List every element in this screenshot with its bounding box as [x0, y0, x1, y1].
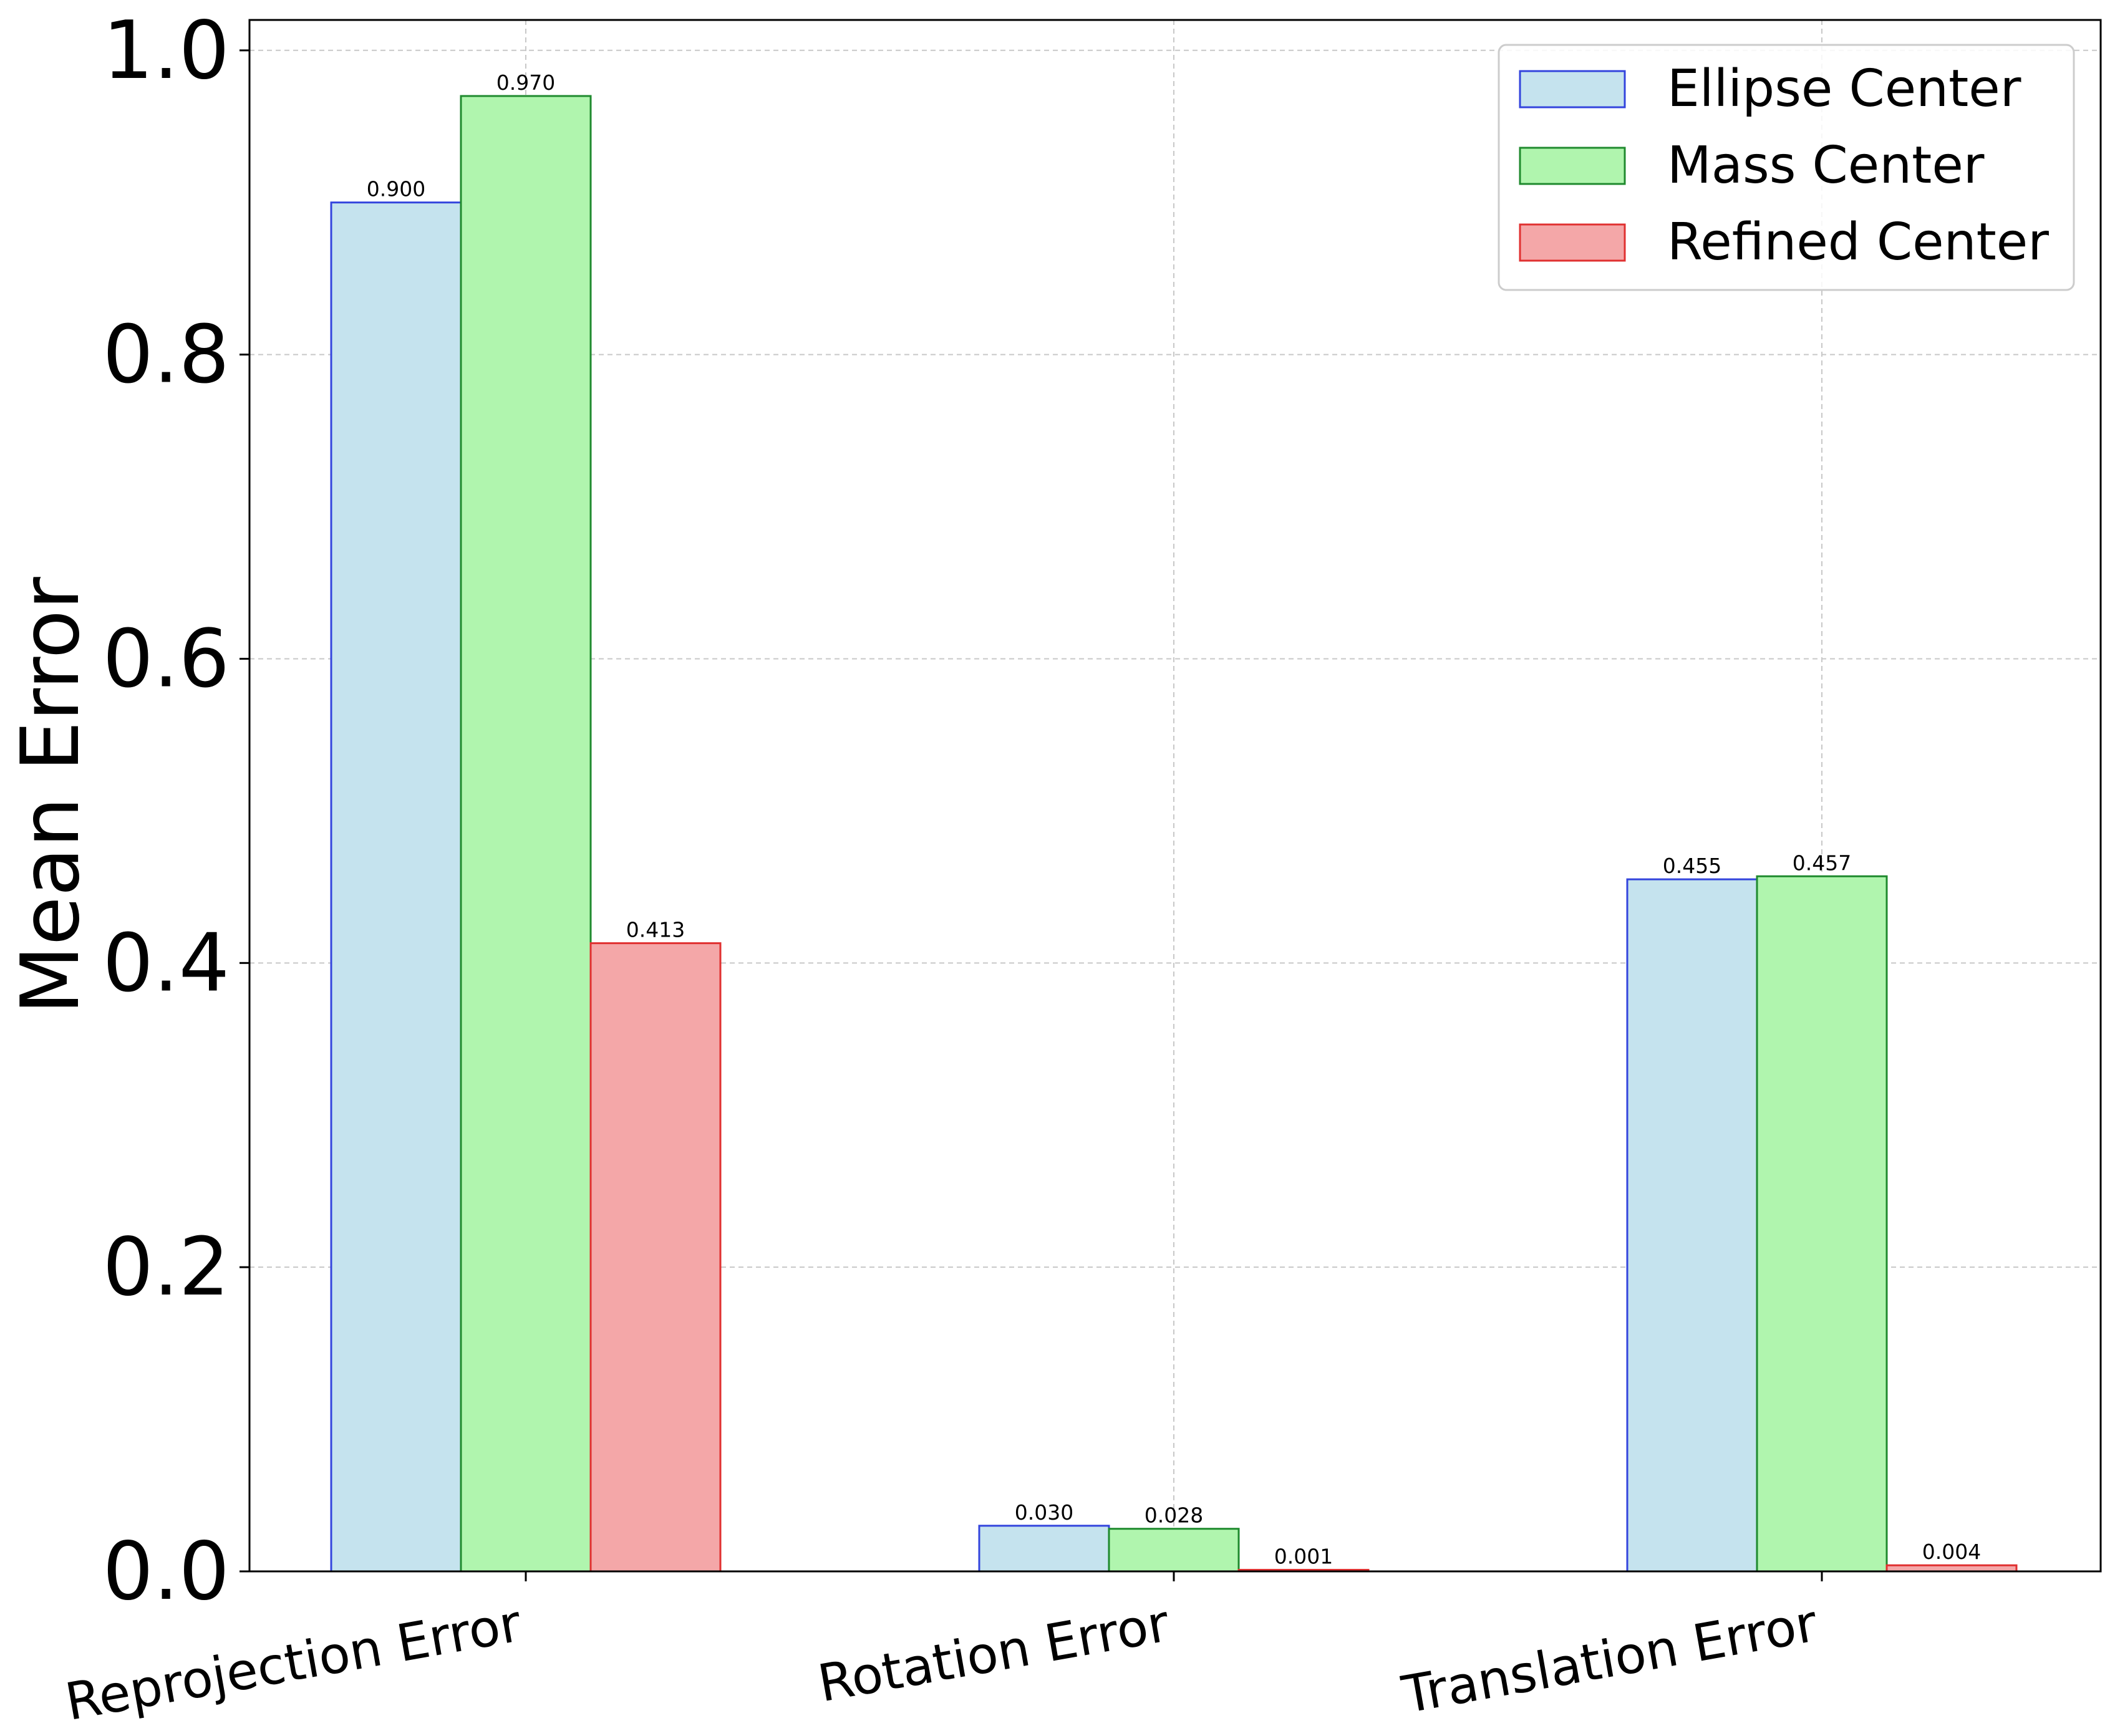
y-axis-label: Mean Error	[4, 577, 97, 1015]
legend-label: Ellipse Center	[1667, 59, 2021, 118]
bar-value-label: 0.457	[1793, 851, 1851, 875]
bar-value-label: 0.455	[1663, 854, 1721, 878]
y-tick-label: 0.8	[102, 309, 230, 402]
legend-swatch	[1519, 70, 1626, 109]
bar-value-labels: 0.900 0.030 0.455 0.970 0.028 0.457 0.413 0.001…	[367, 70, 1981, 1569]
y-tick-label: 0.4	[102, 917, 230, 1010]
y-tick-label: 1.0	[102, 4, 230, 97]
bar-value-label: 0.413	[626, 918, 685, 942]
bar-ellipse-center	[330, 201, 462, 1573]
bar-ellipse-center	[978, 1525, 1110, 1573]
bars	[330, 95, 2018, 1573]
legend-label: Mass Center	[1667, 136, 1985, 195]
y-tick-label: 0.2	[102, 1221, 230, 1314]
bar-mass-center	[1108, 1528, 1240, 1573]
bar-value-label: 0.001	[1274, 1545, 1333, 1569]
bar-value-label: 0.900	[367, 177, 425, 201]
legend-swatch	[1519, 147, 1626, 185]
bar-value-label: 0.030	[1015, 1500, 1073, 1525]
plot-frame	[248, 19, 2102, 1573]
bar-mass-center	[1756, 875, 1888, 1573]
bar-ellipse-center	[1626, 878, 1758, 1573]
y-tick-label: 0.6	[102, 612, 230, 705]
legend: Ellipse Center Mass Center Refined Center	[1498, 44, 2075, 291]
y-tick-label: 0.0	[102, 1525, 230, 1618]
legend-label: Refined Center	[1667, 213, 2049, 272]
bar-value-label: 0.970	[496, 70, 555, 95]
legend-swatch	[1519, 223, 1626, 262]
bar-refined-center	[589, 942, 722, 1573]
bar-value-label: 0.004	[1922, 1540, 1981, 1564]
bar-value-label: 0.028	[1145, 1503, 1203, 1528]
bar-mass-center	[460, 95, 592, 1573]
legend-box	[1498, 44, 2075, 291]
